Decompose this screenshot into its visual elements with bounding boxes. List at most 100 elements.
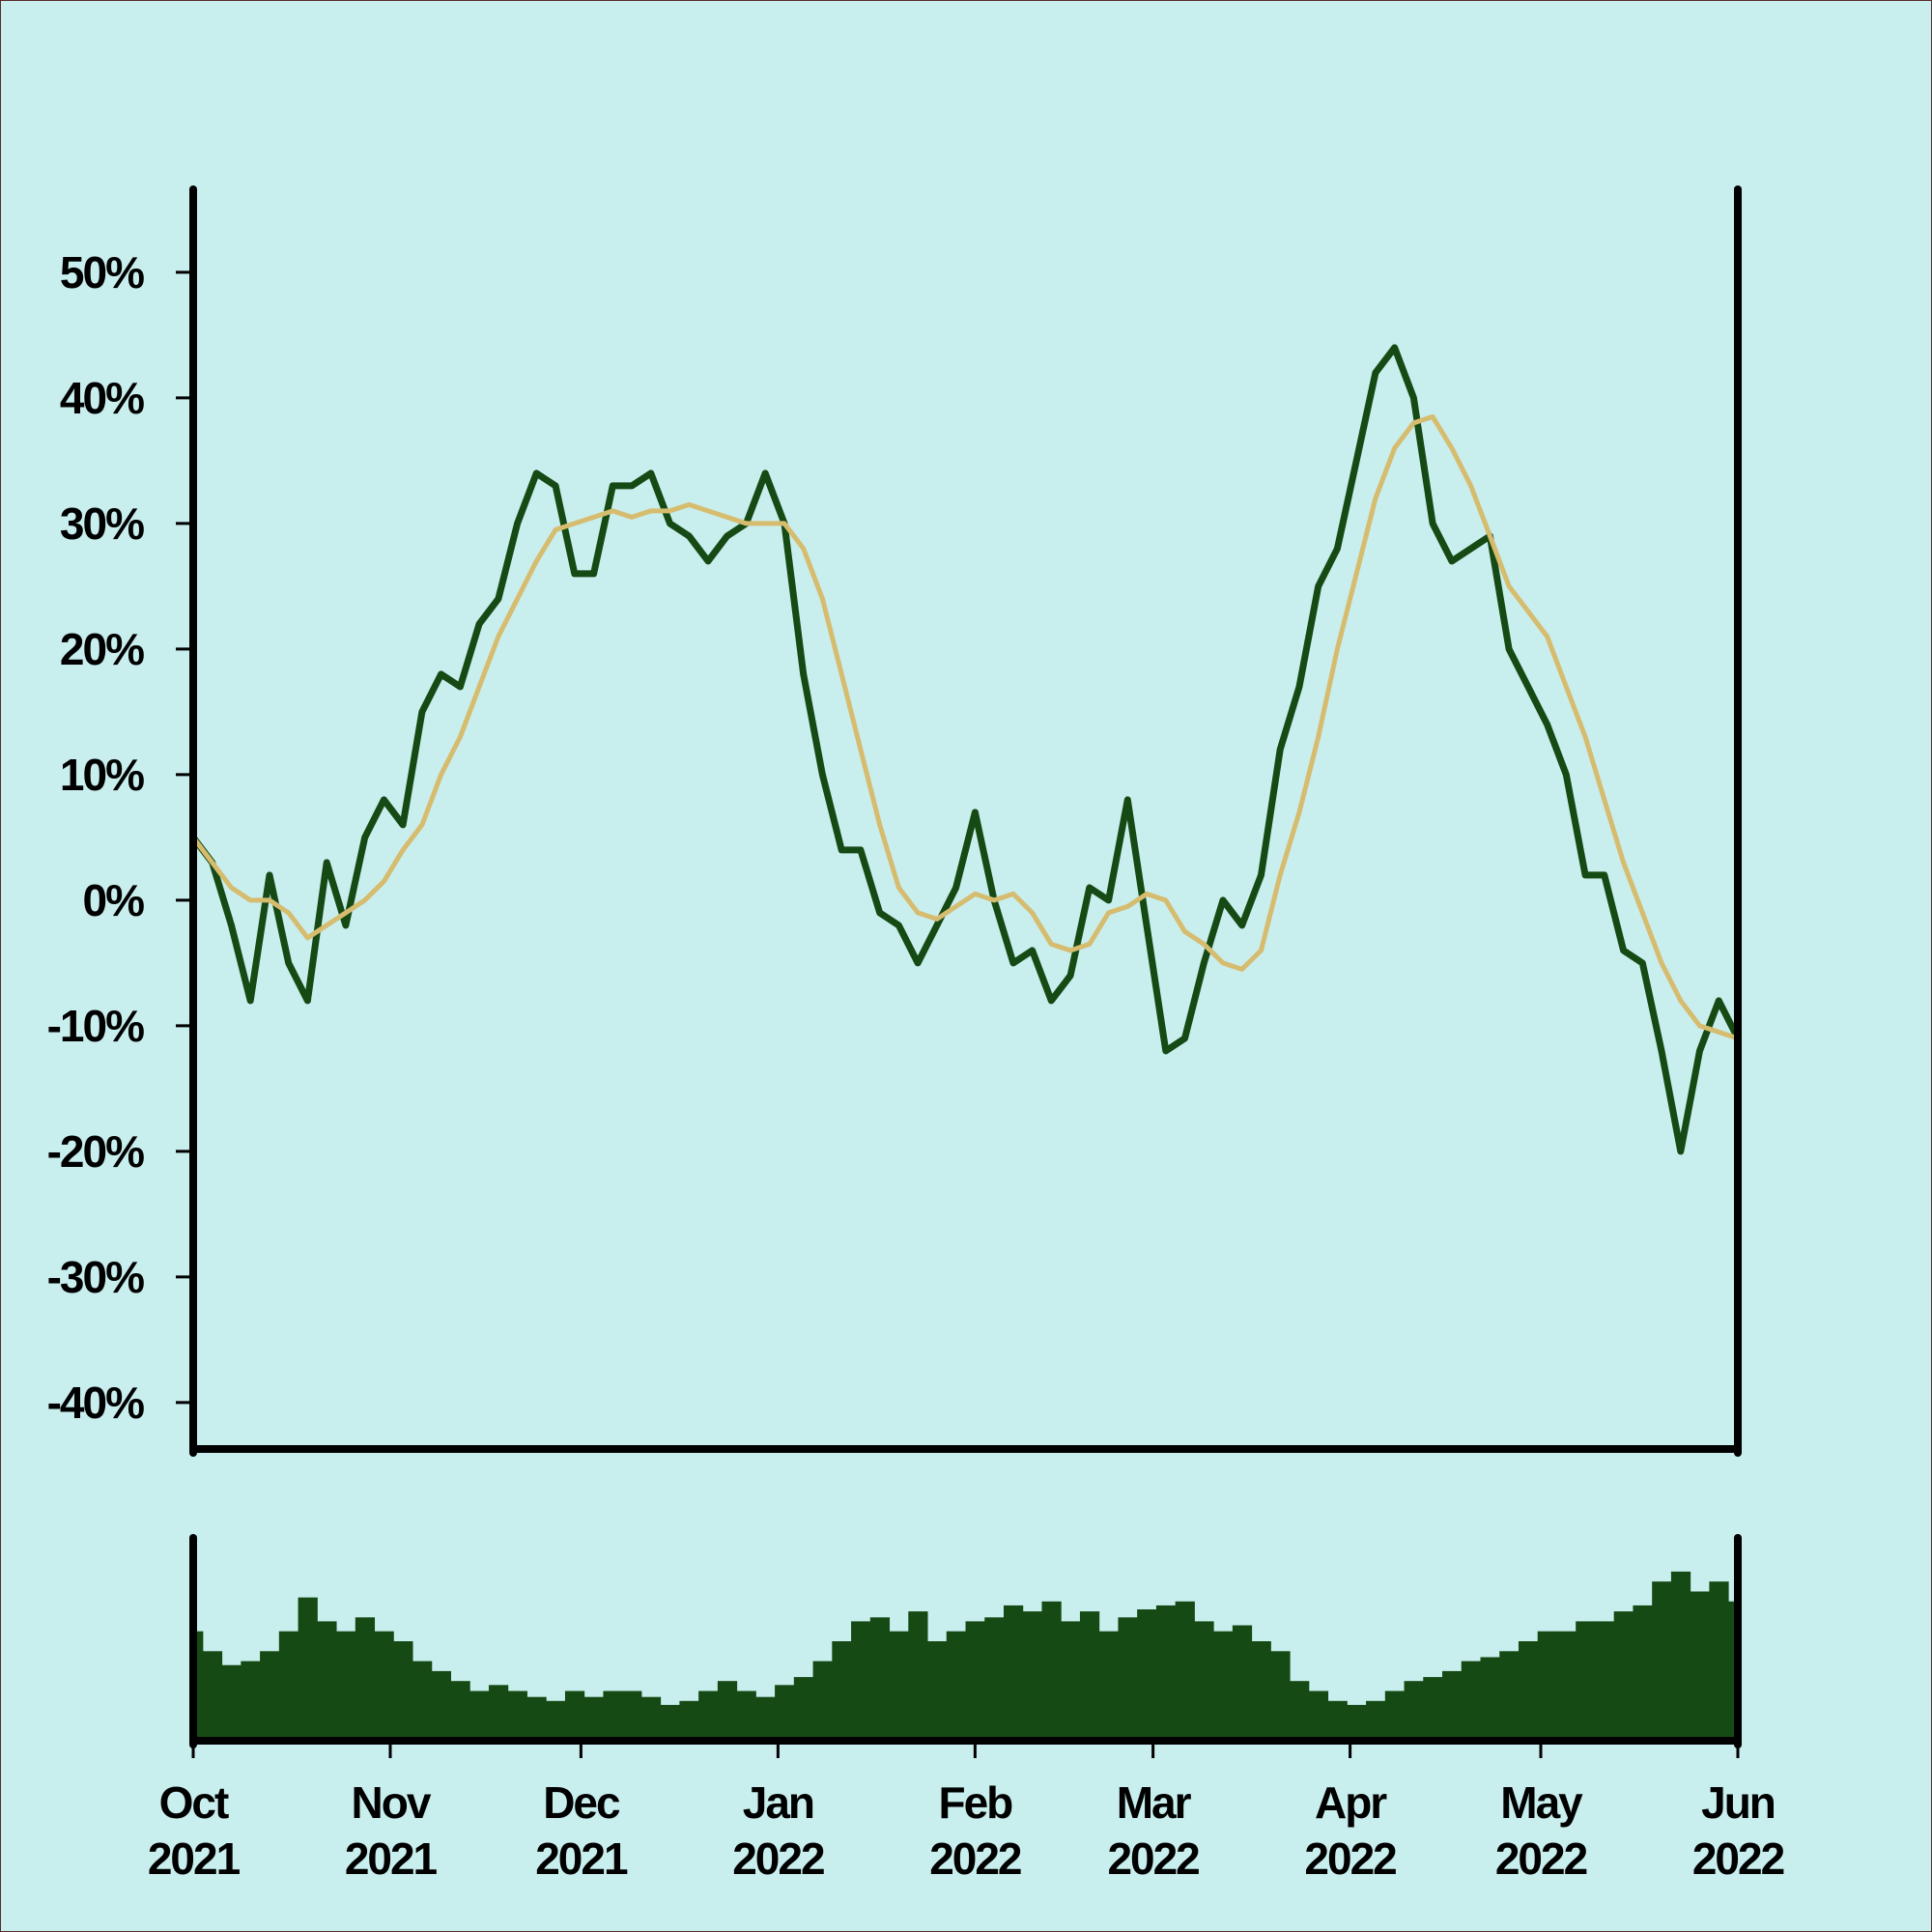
x-tick-label-line: Nov [352,1777,432,1828]
volume-bar [1537,1631,1557,1741]
x-tick-label-line: Feb [938,1777,1012,1828]
volume-bar [679,1700,699,1741]
x-tick-label: Feb 2022 [929,1777,1021,1884]
volume-bar [908,1611,928,1741]
volume-bar [260,1651,280,1741]
volume-bar [1576,1621,1596,1741]
volume-bar [812,1661,833,1741]
volume-bar [717,1681,738,1741]
volume-bar [622,1690,642,1741]
x-tick-label: Apr 2022 [1304,1777,1396,1884]
volume-bar [1251,1641,1271,1741]
volume-bar [1194,1621,1214,1741]
x-tick-label-line: 2022 [1692,1833,1784,1884]
volume-bar [1118,1617,1138,1741]
volume-bar [698,1690,719,1741]
volume-bar [1213,1631,1234,1741]
volume-bar [241,1661,261,1741]
x-tick-label-line: 2022 [1495,1833,1587,1884]
x-tick-label: Mar 2022 [1107,1777,1199,1884]
volume-bar [660,1704,680,1741]
volume-bar [336,1631,356,1741]
volume-bar [1670,1571,1691,1741]
plot-area [193,1571,1738,1741]
x-tick-label-line: Jun [1701,1777,1775,1828]
volume-bar [1633,1605,1653,1741]
y-tick-label: 30% [60,498,144,549]
volume-bar [374,1631,394,1741]
volume-bar [1098,1631,1119,1741]
volume-bar [1442,1670,1463,1741]
volume-bar [1366,1700,1386,1741]
plot-area [193,344,1738,1155]
y-tick-label: -30% [47,1252,144,1302]
volume-bar [603,1690,623,1741]
volume-bar [1594,1621,1615,1741]
x-tick-label-line: 2021 [148,1833,241,1884]
y-tick-label: 50% [60,247,144,298]
volume-bar [450,1681,470,1741]
x-tick-label-line: 2022 [732,1833,824,1884]
x-tick-label-line: Mar [1117,1777,1192,1828]
volume-bar [221,1664,242,1741]
x-tick-label-line: May [1500,1777,1583,1828]
volume-bar [984,1617,1005,1741]
x-tick-label: May 2022 [1495,1777,1587,1884]
x-tick-label: Dec 2021 [535,1777,628,1884]
x-tick-label: Oct 2021 [148,1777,241,1884]
y-tick-label: 20% [60,624,144,674]
volume-bar [889,1631,909,1741]
volume-bar [431,1670,451,1741]
volume-bar [469,1690,490,1741]
volume-bar [775,1685,795,1741]
volume-bar [1137,1609,1157,1741]
line-series [193,344,1738,1155]
volume-bar [298,1597,318,1741]
volume-bar [507,1690,527,1741]
x-tick-label-line: 2022 [1304,1833,1396,1884]
y-tick-label: 10% [60,750,144,800]
volume-bar [1270,1651,1291,1741]
volume-bar [640,1696,662,1741]
volume-bar [278,1631,299,1741]
volume-bar [1079,1611,1100,1741]
volume-bar [1155,1605,1177,1741]
x-tick-label: Nov 2021 [345,1777,438,1884]
volume-bar [546,1700,566,1741]
x-tick-label-line: Dec [543,1777,620,1828]
volume-bar [564,1690,585,1741]
volume-bar [1003,1605,1024,1741]
volume-bar [1556,1631,1577,1741]
line-series [193,413,1738,1041]
volume-bar [393,1641,413,1741]
volume-bar [355,1617,376,1741]
volume-bar [851,1621,871,1741]
volume-bar [1499,1651,1520,1741]
volume-bar [832,1641,852,1741]
volume-bar [1290,1681,1310,1741]
volume-bar [1480,1657,1500,1741]
volume-bar [965,1621,985,1741]
volume-bar [1175,1601,1195,1741]
x-tick-label-line: 2022 [1107,1833,1199,1884]
volume-bar [1022,1611,1042,1741]
y-tick-label: -20% [47,1126,144,1177]
y-tick-label: 0% [83,875,145,925]
volume-bar [1384,1690,1406,1741]
x-tick-label-line: Oct [159,1777,229,1828]
volume-bar [583,1696,604,1741]
volume-bar [1041,1601,1062,1741]
volume-bar [1709,1581,1729,1741]
x-tick-label-line: 2021 [535,1833,628,1884]
volume-bar [526,1696,547,1741]
x-tick-label: Jan 2022 [732,1777,824,1884]
x-tick-label: Jun 2022 [1692,1777,1784,1884]
volume-bar [202,1651,223,1741]
volume-bar [755,1696,776,1741]
volume-bar [1308,1690,1329,1741]
volume-bar [1232,1625,1253,1741]
volume-bar [927,1641,948,1741]
volume-bar [488,1685,509,1741]
